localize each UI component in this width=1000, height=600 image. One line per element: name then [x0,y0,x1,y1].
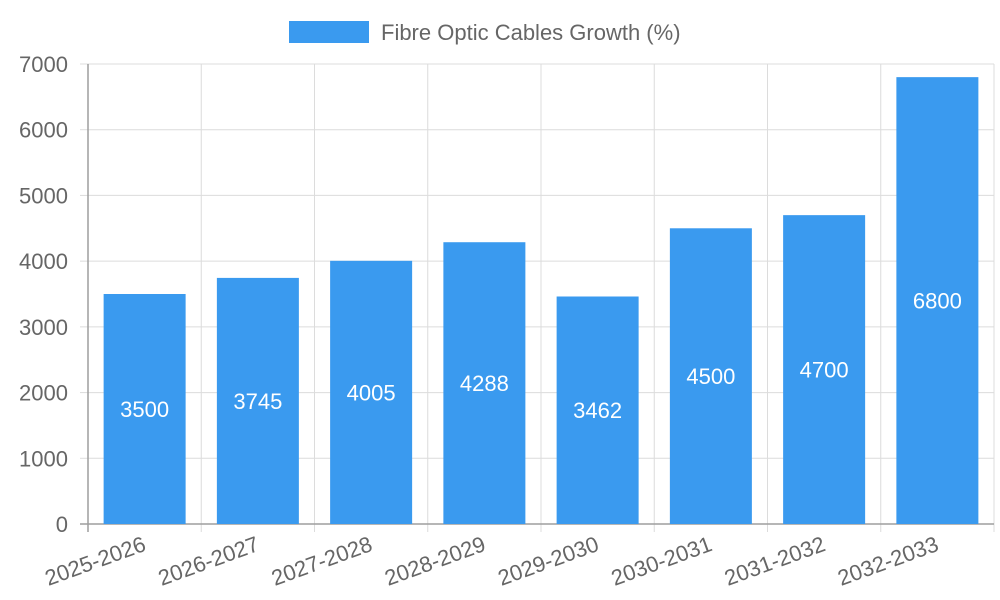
bar-value-label: 3500 [120,397,169,422]
bar[interactable] [443,242,526,524]
y-tick-label: 5000 [19,183,68,208]
y-tick-label: 6000 [19,118,68,143]
bar-value-label: 3462 [573,398,622,423]
bar-value-label: 6800 [913,289,962,314]
y-tick-label: 4000 [19,249,68,274]
bar-value-label: 4288 [460,371,509,396]
x-tick-label: 2027-2028 [268,531,375,590]
legend[interactable]: Fibre Optic Cables Growth (%) [289,20,681,45]
bar-value-label: 3745 [233,389,282,414]
bar-value-label: 4500 [686,364,735,389]
bar[interactable] [783,215,866,524]
y-tick-label: 2000 [19,381,68,406]
x-tick-label: 2030-2031 [608,531,715,590]
bar[interactable] [216,277,299,524]
y-tick-label: 3000 [19,315,68,340]
x-tick-label: 2032-2033 [834,531,941,590]
bar[interactable] [669,228,752,525]
x-tick-label: 2029-2030 [495,531,602,590]
bar[interactable] [103,294,186,524]
bar[interactable] [556,296,639,524]
legend-label: Fibre Optic Cables Growth (%) [381,20,681,45]
x-tick-label: 2031-2032 [721,531,828,590]
bar-value-label: 4005 [347,380,396,405]
legend-swatch [289,21,369,43]
bar[interactable] [330,260,413,524]
bar[interactable] [896,77,979,525]
data-labels: 3500 3745 4005 4288 3462 4500 4700 6800 [120,289,962,424]
y-tick-label: 7000 [19,52,68,77]
x-tick-label: 2026-2027 [155,531,262,590]
x-tick-label: 2025-2026 [42,531,149,590]
bar-value-label: 4700 [800,358,849,383]
y-tick-label: 1000 [19,446,68,471]
bars [103,77,979,525]
y-tick-label: 0 [56,512,68,537]
x-tick-label: 2028-2029 [381,531,488,590]
